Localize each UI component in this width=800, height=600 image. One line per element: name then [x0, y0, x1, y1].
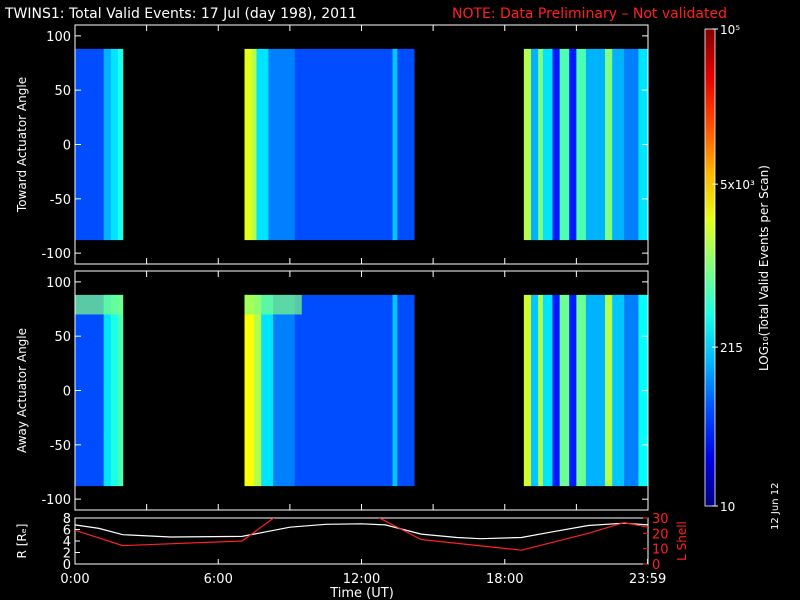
orbit-right-ytick-label: 30: [652, 512, 669, 527]
orbit-xtick-label: 23:59: [629, 572, 666, 587]
toward-heatmap-column: [585, 48, 606, 241]
toward-heatmap-panel: 100 50 0 -50 -100 Toward Actuator Angle: [15, 24, 649, 265]
away-heatmap-column: [294, 294, 394, 487]
away-high-angle-band: [244, 294, 302, 315]
orbit-right-ytick-label: 20: [652, 527, 669, 542]
away-ytick-label: 100: [46, 276, 71, 291]
toward-heatmap-column: [605, 48, 613, 241]
away-heatmap-column: [576, 294, 587, 487]
orbit-xtick-label: 0:00: [60, 572, 89, 587]
toward-heatmap-column: [569, 48, 577, 241]
away-heatmap-column: [523, 294, 532, 487]
away-heatmap-column: [569, 294, 577, 487]
toward-heatmap-column: [268, 48, 296, 241]
orbit-xtick-label: 6:00: [204, 572, 233, 587]
away-heatmap-column: [261, 294, 274, 487]
away-heatmap-column: [538, 294, 544, 487]
colorbar-tick-label: 215: [720, 341, 743, 355]
lshell-series-line: [378, 518, 648, 551]
away-ytick-label: -100: [41, 493, 71, 508]
orbit-left-ytick-label: 4: [63, 535, 71, 550]
away-heatmap-column: [273, 294, 296, 487]
away-heatmap-column: [585, 294, 606, 487]
away-heatmap-panel: 100 50 0 -50 -100 Away Actuator Angle: [15, 270, 649, 511]
toward-heatmap-column: [251, 48, 257, 241]
colorbar-tick-label: 10: [720, 500, 735, 514]
toward-heatmap-column: [542, 48, 553, 241]
toward-ytick-label: -50: [50, 193, 71, 208]
toward-heatmap-column: [576, 48, 587, 241]
lshell-series-line: [75, 518, 275, 547]
orbit-right-ylabel: L Shell: [675, 521, 689, 561]
orbit-left-ytick-label: 6: [63, 524, 71, 539]
away-high-angle-band: [75, 294, 123, 315]
away-ytick-label: -50: [50, 439, 71, 454]
preliminary-note: NOTE: Data Preliminary – Not validated: [452, 6, 727, 22]
colorbar: 10 215 5x10³ 10⁵ LOG₁₀(Total Valid Events pe…: [704, 23, 771, 514]
toward-heatmap-column: [624, 48, 639, 241]
orbit-frame: [74, 517, 649, 565]
toward-heatmap-column: [523, 48, 532, 241]
orbit-xlabel: Time (UT): [329, 586, 394, 600]
away-heatmap-column: [612, 294, 625, 487]
toward-heatmap-column: [110, 48, 119, 241]
colorbar-scale: [704, 28, 716, 507]
away-ylabel: Away Actuator Angle: [15, 328, 29, 453]
toward-heatmap-column: [117, 48, 124, 241]
away-heatmap-column: [605, 294, 613, 487]
away-heatmap-column: [392, 294, 398, 487]
toward-ytick-label: 0: [63, 139, 71, 154]
toward-heatmap-column: [103, 48, 112, 241]
toward-ytick-label: -100: [41, 247, 71, 262]
orbit-right-ytick-label: 0: [652, 558, 660, 573]
toward-ylabel: Toward Actuator Angle: [15, 77, 29, 213]
away-ytick-label: 0: [63, 385, 71, 400]
colorbar-tick-label: 5x10³: [720, 178, 755, 192]
chart-title: TWINS1: Total Valid Events: 17 Jul (day …: [5, 6, 357, 22]
toward-heatmap-column: [294, 48, 394, 241]
toward-heatmap-column: [559, 48, 570, 241]
away-heatmap-column: [244, 294, 255, 487]
away-heatmap-column: [559, 294, 570, 487]
away-heatmap-column: [254, 294, 262, 487]
toward-heatmap-column: [256, 48, 269, 241]
toward-heatmap-column: [612, 48, 625, 241]
away-heatmap-column: [542, 294, 553, 487]
colorbar-tick-label: 10⁵: [720, 23, 740, 37]
away-heatmap-column: [397, 294, 415, 487]
away-ytick-label: 50: [54, 330, 71, 345]
away-heatmap-column: [552, 294, 561, 487]
away-heatmap-column: [110, 294, 119, 487]
toward-heatmap-column: [552, 48, 561, 241]
away-heatmap-column: [531, 294, 539, 487]
orbit-left-ytick-label: 2: [63, 547, 71, 562]
toward-ytick-label: 100: [46, 30, 71, 45]
toward-ytick-label: 50: [54, 84, 71, 99]
away-heatmap-column: [117, 294, 124, 487]
orbit-left-ylabel: R [Rₑ]: [15, 524, 29, 559]
orbit-left-ytick-label: 0: [63, 558, 71, 573]
toward-heatmap-column: [397, 48, 415, 241]
orbit-xtick-label: 12:00: [343, 572, 380, 587]
away-heatmap-column: [624, 294, 639, 487]
toward-heatmap-column: [244, 48, 253, 241]
toward-heatmap-column: [392, 48, 398, 241]
orbit-right-ytick-label: 10: [652, 543, 669, 558]
colorbar-label: LOG₁₀(Total Valid Events per Scan): [757, 165, 771, 371]
away-heatmap-column: [103, 294, 112, 487]
radius-series-line: [75, 522, 648, 540]
orbit-xtick-label: 18:00: [486, 572, 523, 587]
toward-heatmap-column: [531, 48, 539, 241]
orbit-left-ytick-label: 8: [63, 512, 71, 527]
toward-heatmap-column: [538, 48, 544, 241]
